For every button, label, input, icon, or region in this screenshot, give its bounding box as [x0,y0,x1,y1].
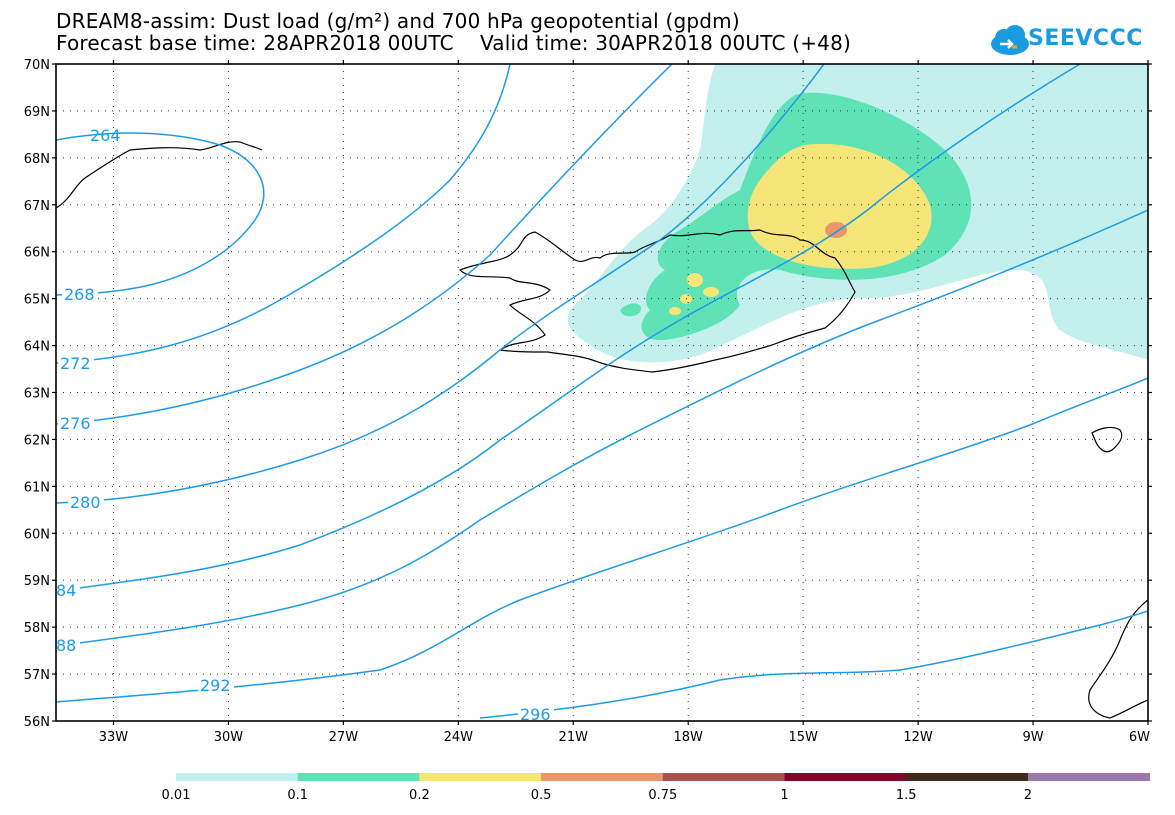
lon-label: 9W [1022,730,1043,745]
lon-label: 30W [214,730,244,745]
contour-264 [56,132,265,296]
contour-label-bg [518,707,554,723]
forecast-time-subtitle: Forecast base time: 28APR2018 00UTC Vali… [56,31,852,55]
colorbar-label: 0.2 [409,788,430,803]
contour-label: 296 [520,705,551,724]
colorbar-label: 2 [1024,788,1032,803]
contour-label-bg [58,416,94,432]
lon-label: 18W [674,730,704,745]
lat-label: 70N [24,58,50,73]
lat-label: 66N [24,246,50,261]
lat-label: 63N [24,387,50,402]
colorbar-label: 0.75 [648,788,677,803]
contour-label-bg [58,356,94,372]
lat-label: 58N [24,621,50,636]
contour-label-bg [54,583,80,599]
lat-label: 69N [24,105,50,120]
contour-label-bg [198,678,234,694]
lon-label: 6W [1129,730,1150,745]
colorbar-swatch [297,773,420,781]
lat-label: 68N [24,152,50,167]
contour-292 [479,610,1148,719]
dust-shade-0.2 [669,307,681,315]
seevccc-logo: SEEVCCC [990,22,1150,58]
lat-label: 56N [24,715,50,730]
colorbar-swatch [906,773,1029,781]
contour-label: 264 [90,126,121,145]
dust-load-fill [567,64,1148,363]
contour-label: 84 [56,581,76,600]
contour-label: 88 [56,636,76,655]
lat-label: 57N [24,668,50,683]
lat-label: 61N [24,480,50,495]
contour-label-bg [68,495,104,511]
colorbar-swatch [662,773,785,781]
scotland-coastline [1088,599,1148,719]
lon-label: 12W [903,730,933,745]
contour-labels: 264 268 272 276 280 84 88 292 296 [54,126,554,724]
contour-label: 268 [64,285,95,304]
contour-280 [56,64,1081,592]
lon-label: 27W [329,730,359,745]
lon-label: 33W [99,730,129,745]
contour-label-bg [62,287,98,303]
colorbar-label: 1 [780,788,788,803]
faroe-islands-coastline [1091,426,1123,453]
lon-label: 24W [444,730,474,745]
contour-label: 276 [60,414,91,433]
lon-label: 21W [559,730,589,745]
lat-label: 65N [24,293,50,308]
lat-label: 62N [24,433,50,448]
lon-label: 15W [788,730,818,745]
iceland-coastline [458,229,856,373]
contour-276 [56,64,825,504]
axes: 70N 69N 68N 67N 66N 65N 64N 63N 62N 61N 60N 59N 58N 5… [24,58,1152,745]
lat-label: 64N [24,340,50,355]
graticule [56,64,1148,721]
colorbar-swatch [176,773,299,781]
colorbar-label: 0.01 [162,788,191,803]
colorbar-label: 0.5 [531,788,552,803]
dust-shade-0.2 [687,273,703,287]
contour-label-bg [54,638,80,654]
contour-label: 272 [60,354,91,373]
colorbar-swatch [419,773,542,781]
contour-284 [56,209,1148,647]
colorbar-swatch [541,773,664,781]
chart-title: DREAM8-assim: Dust load (g/m²) and 700 h… [56,9,740,33]
coastlines [56,141,1148,719]
colorbar-label: 0.1 [287,788,308,803]
geopotential-contours [56,64,1148,719]
greenland-coastline [56,141,263,209]
dust-shade-0.1 [620,303,641,317]
dust-shade-0.5 [825,222,847,238]
dust-shade-0.2 [703,287,719,297]
lat-label: 60N [24,527,50,542]
contour-268 [56,64,511,364]
lat-label: 67N [24,199,50,214]
contour-label: 280 [70,493,101,512]
colorbar-label: 1.5 [896,788,917,803]
dust-shade-0.2 [747,143,932,269]
logo-text: SEEVCCC [1028,26,1143,51]
contour-288 [56,377,1148,703]
colorbar-swatch [1027,773,1151,781]
colorbar-swatch [784,773,907,781]
contour-label: 292 [200,676,231,695]
contour-272 [56,64,673,425]
lat-label: 59N [24,574,50,589]
cloud-icon [991,25,1029,55]
colorbar: 0.01 0.1 0.2 0.5 0.75 1 1.5 2 [162,773,1151,803]
